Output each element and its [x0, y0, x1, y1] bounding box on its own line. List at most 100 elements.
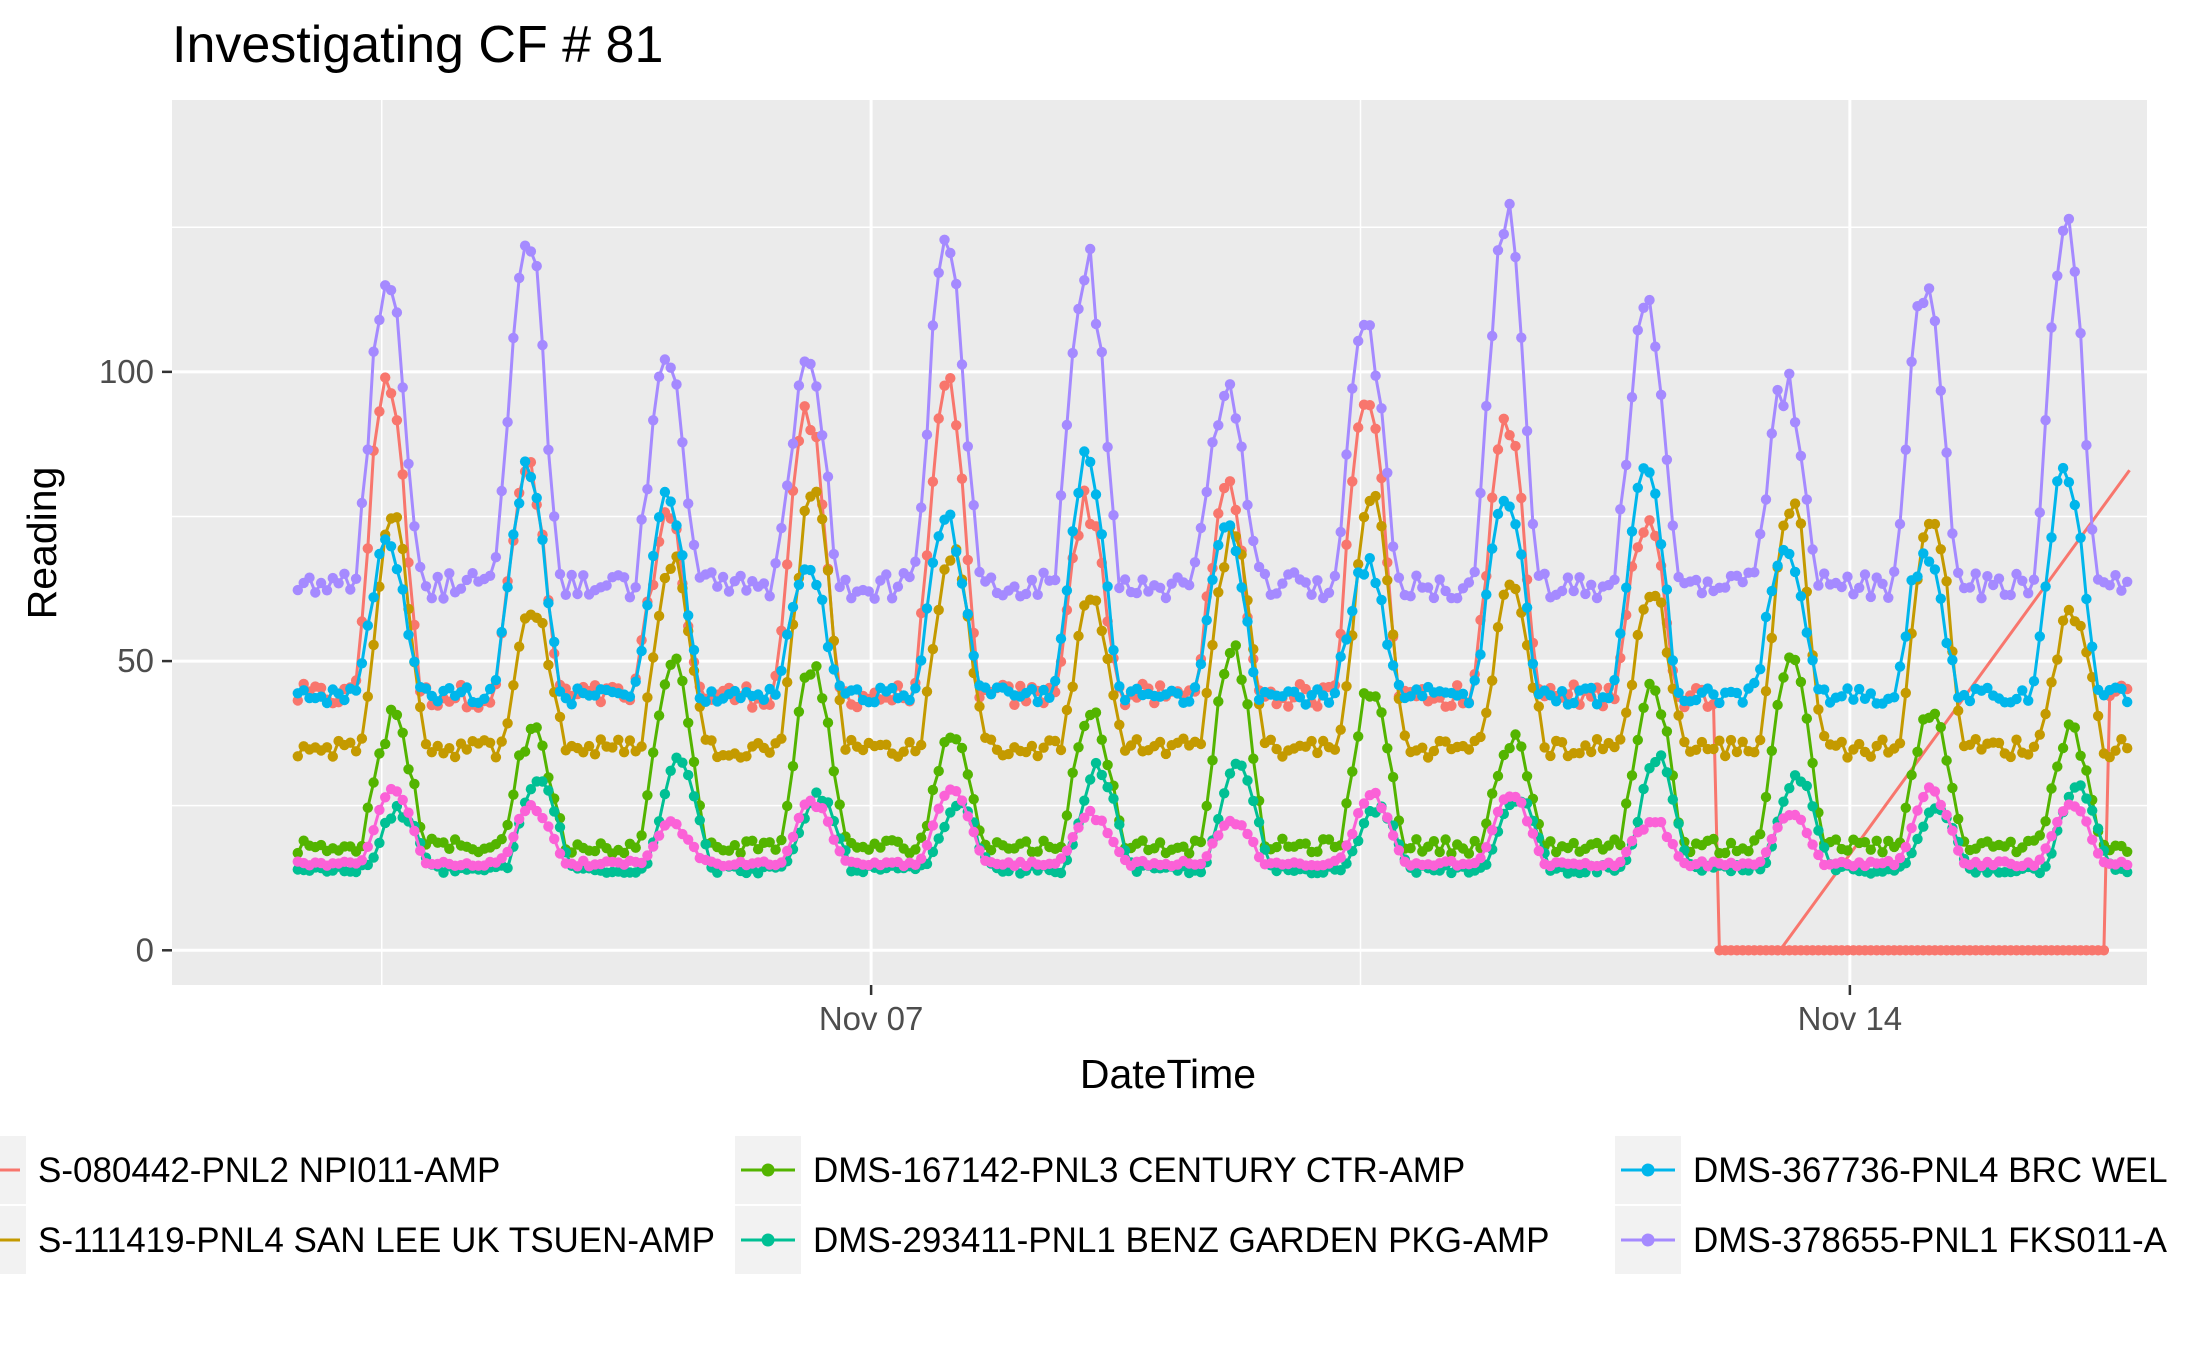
y-axis-title: Reading: [19, 467, 65, 620]
data-point: [1609, 574, 1620, 585]
data-point: [805, 669, 816, 680]
data-point: [1452, 593, 1463, 604]
data-point: [1358, 818, 1370, 829]
data-point: [916, 832, 927, 843]
data-point: [508, 789, 519, 800]
data-point: [735, 570, 746, 582]
x-tick-label: Nov 14: [1798, 1000, 1903, 1037]
data-point: [1108, 690, 1119, 701]
data-point: [933, 604, 944, 616]
data-point: [904, 694, 915, 706]
data-point: [1661, 726, 1673, 737]
legend-label: S-111419-PNL4 SAN LEE UK TSUEN-AMP: [38, 1221, 715, 1260]
data-point: [1504, 743, 1515, 754]
data-point: [916, 853, 927, 864]
data-point: [1568, 585, 1579, 597]
data-point: [1749, 677, 1760, 689]
data-point: [490, 752, 502, 763]
data-point: [1615, 504, 1626, 515]
data-point: [1073, 742, 1084, 753]
data-point: [543, 444, 554, 455]
data-point: [1224, 647, 1236, 659]
data-point: [939, 564, 950, 575]
data-point: [1463, 848, 1475, 859]
legend-label: DMS-378655-PNL1 FKS011-A: [1693, 1221, 2168, 1260]
data-point: [1498, 413, 1510, 424]
data-point: [1055, 490, 1067, 501]
data-point: [420, 683, 432, 694]
data-point: [385, 388, 397, 399]
data-point: [782, 480, 793, 491]
data-point: [1487, 825, 1498, 836]
data-point: [1784, 368, 1795, 379]
data-point: [688, 841, 700, 853]
data-point: [624, 735, 636, 746]
data-point: [438, 593, 449, 604]
data-point: [549, 636, 560, 648]
data-point: [1661, 831, 1673, 843]
data-point: [927, 846, 939, 858]
data-point: [688, 644, 700, 656]
data-point: [333, 578, 344, 589]
data-point: [1487, 675, 1498, 686]
data-point: [1306, 735, 1317, 747]
data-point: [1492, 806, 1504, 817]
data-point: [1632, 734, 1644, 746]
data-point: [2110, 745, 2121, 756]
data-point: [933, 531, 944, 542]
data-point: [1038, 567, 1049, 578]
data-point: [1038, 742, 1049, 753]
data-point: [677, 550, 688, 561]
data-point: [933, 833, 944, 844]
data-point: [1929, 518, 1941, 530]
data-point: [1079, 795, 1090, 806]
data-point: [1353, 422, 1364, 433]
data-point: [828, 834, 839, 845]
data-point: [1947, 825, 1958, 836]
data-point: [1737, 577, 1748, 588]
data-point: [869, 593, 880, 604]
data-point: [811, 579, 822, 591]
data-point: [1347, 766, 1358, 777]
data-point: [921, 550, 933, 561]
data-point: [537, 740, 548, 751]
data-point: [444, 743, 455, 754]
data-point: [1096, 625, 1108, 636]
data-point: [415, 701, 426, 713]
data-point: [502, 582, 513, 593]
data-point: [1236, 441, 1247, 452]
data-point: [1067, 832, 1078, 843]
data-point: [397, 727, 408, 738]
data-point: [828, 664, 839, 675]
data-point: [828, 548, 839, 560]
data-point: [543, 597, 554, 609]
data-point: [1230, 504, 1242, 516]
data-point: [1160, 592, 1172, 604]
data-point: [985, 572, 997, 583]
data-point: [2017, 575, 2028, 586]
data-point: [1341, 798, 1352, 809]
data-point: [1323, 697, 1335, 708]
data-point: [1580, 588, 1591, 600]
data-point: [1789, 654, 1801, 666]
data-point: [1003, 748, 1014, 760]
data-point: [1137, 574, 1148, 585]
data-point: [1341, 681, 1352, 692]
data-point: [1277, 833, 1288, 844]
data-point: [1894, 852, 1906, 864]
data-point: [770, 689, 781, 700]
data-point: [356, 733, 368, 744]
data-point: [1492, 622, 1504, 633]
data-point: [1044, 692, 1055, 703]
data-point: [1638, 702, 1649, 713]
data-point: [688, 791, 700, 802]
data-point: [1603, 692, 1614, 704]
data-point: [1271, 743, 1282, 755]
data-point: [1516, 797, 1527, 808]
data-point: [1551, 696, 1562, 707]
data-point: [2046, 532, 2057, 543]
data-point: [1096, 346, 1108, 358]
data-point: [1195, 836, 1207, 848]
data-point: [1521, 602, 1533, 613]
data-point: [1370, 370, 1381, 381]
